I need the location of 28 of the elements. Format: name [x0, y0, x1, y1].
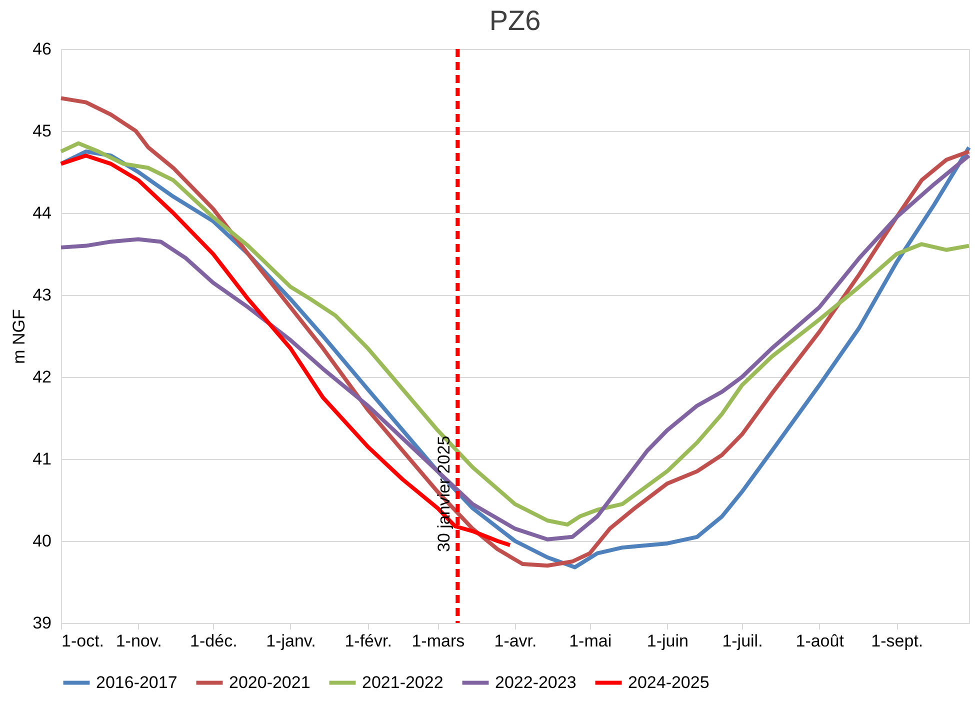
legend-label: 2024-2025 [628, 672, 710, 692]
y-tick-label: 42 [32, 368, 52, 386]
x-tick-label: 1-mars [412, 632, 465, 650]
x-tick-label: 1-oct. [62, 632, 104, 650]
x-tick-label: 1-févr. [344, 632, 392, 650]
x-tick-label: 1-juin [646, 632, 688, 650]
x-tick-label: 1-nov. [116, 632, 162, 650]
legend-label: 2021-2022 [362, 672, 444, 692]
x-tick-label: 1-sept. [871, 632, 924, 650]
y-tick-label: 45 [32, 122, 52, 140]
y-tick-label: 39 [32, 614, 52, 632]
x-tick-label: 1-avr. [494, 632, 537, 650]
x-tick-label: 1-juil. [722, 632, 763, 650]
x-tick-label: 1-août [796, 632, 844, 650]
y-tick-label: 41 [32, 450, 52, 468]
x-tick-label: 1-mai [569, 632, 612, 650]
legend-label: 2020-2021 [229, 672, 310, 692]
legend-label: 2022-2023 [495, 672, 576, 692]
x-tick-label: 1-janv. [266, 632, 316, 650]
x-tick-label: 1-déc. [190, 632, 238, 650]
ref-line-label: 30 janvier 2025 [434, 436, 454, 552]
y-tick-label: 43 [32, 286, 52, 304]
y-axis-title: m NGF [10, 309, 29, 364]
legend-label: 2016-2017 [96, 672, 178, 692]
y-tick-label: 40 [32, 532, 52, 550]
y-tick-label: 46 [32, 40, 52, 58]
y-tick-label: 44 [32, 204, 52, 222]
chart-title: PZ6 [489, 5, 541, 36]
